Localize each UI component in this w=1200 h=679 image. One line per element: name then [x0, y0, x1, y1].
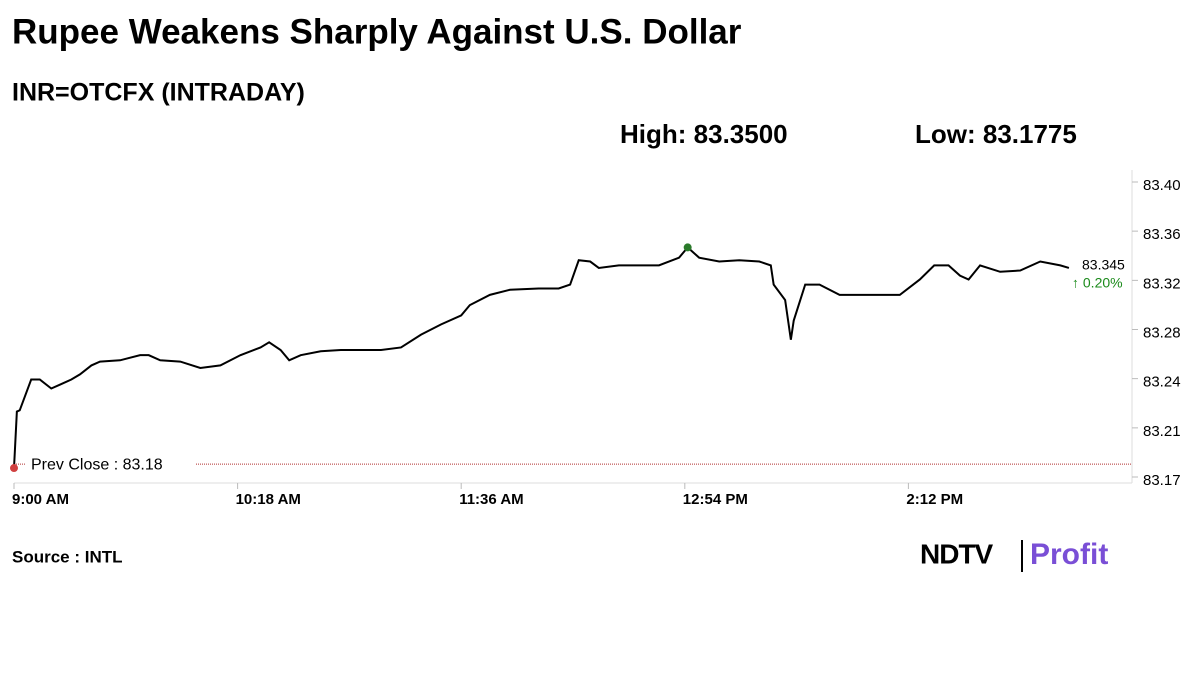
high-dot	[683, 243, 692, 252]
low-label: Low: 83.1775	[915, 119, 1077, 149]
y-tick-label: 83.36	[1143, 226, 1181, 243]
y-tick-label: 83.32	[1143, 275, 1181, 292]
chart-title: Rupee Weakens Sharply Against U.S. Dolla…	[12, 12, 742, 51]
x-tick-label: 9:00 AM	[12, 491, 69, 508]
high-label: High: 83.3500	[620, 119, 788, 149]
source: Source : INTL	[12, 547, 123, 566]
x-tick-label: 12:54 PM	[683, 491, 748, 508]
x-tick-label: 10:18 AM	[236, 491, 301, 508]
chart-subtitle: INR=OTCFX (INTRADAY)	[12, 79, 305, 107]
change-label: ↑ 0.20%	[1072, 275, 1123, 291]
x-tick-label: 11:36 AM	[459, 491, 523, 508]
price-line	[13, 245, 1070, 469]
y-tick-label: 83.17	[1143, 472, 1181, 489]
logo-ndtv: NDTV	[920, 538, 994, 569]
y-tick-label: 83.28	[1143, 324, 1181, 341]
y-tick-label: 83.40	[1143, 177, 1181, 194]
prev-close-label: Prev Close : 83.18	[31, 456, 163, 473]
x-tick-label: 2:12 PM	[906, 491, 963, 508]
start-dot	[10, 464, 18, 473]
last-value-label: 83.345	[1082, 257, 1125, 273]
prev-close-bg	[26, 453, 196, 474]
y-tick-label: 83.21	[1143, 423, 1181, 440]
logo-profit: Profit	[1030, 538, 1108, 571]
y-tick-label: 83.24	[1143, 374, 1181, 391]
